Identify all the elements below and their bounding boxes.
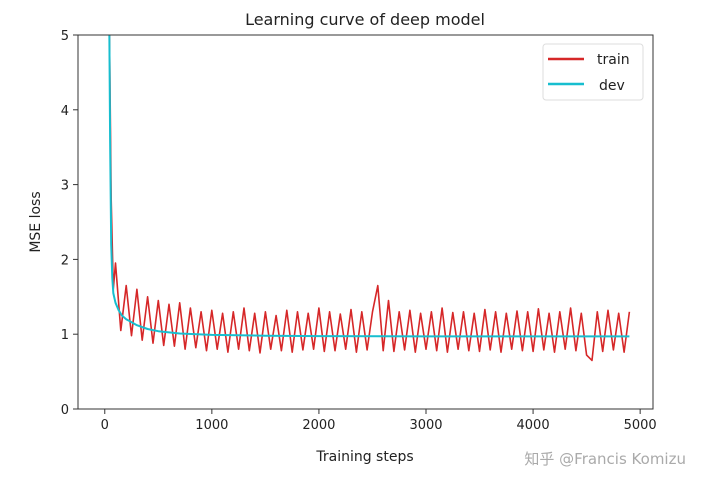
series-line-train — [108, 35, 631, 362]
legend-train-label: train — [597, 52, 630, 68]
legend: train dev — [542, 43, 644, 101]
y-tick-label: 5 — [61, 29, 69, 44]
watermark: 知乎 @Francis Komizu — [524, 450, 686, 468]
x-tick-label: 3000 — [409, 418, 442, 433]
x-tick-label: 1000 — [195, 418, 228, 433]
x-tick-label: 5000 — [624, 418, 657, 433]
x-axis-label: Training steps — [315, 449, 413, 465]
legend-dev-label: dev — [599, 78, 625, 94]
x-tick-label: 2000 — [302, 418, 335, 433]
series-line-dev — [108, 35, 630, 338]
y-tick-label: 2 — [61, 253, 69, 268]
y-tick-label: 1 — [61, 328, 69, 343]
y-tick-label: 4 — [61, 104, 69, 119]
x-tick-label: 4000 — [517, 418, 550, 433]
plot-frame — [77, 34, 654, 410]
y-axis-label: MSE loss — [28, 191, 44, 252]
chart-title: Learning curve of deep model — [245, 10, 485, 29]
y-tick-label: 3 — [61, 179, 69, 194]
x-tick-label: 0 — [101, 418, 109, 433]
y-tick-label: 0 — [61, 403, 69, 418]
